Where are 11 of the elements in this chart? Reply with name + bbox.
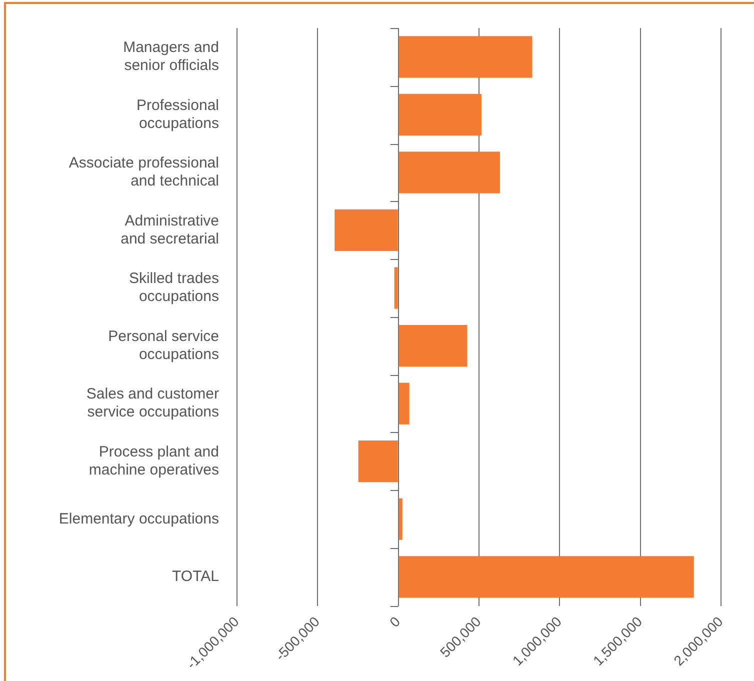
y-tick-label: Administrative and secretarial bbox=[120, 212, 219, 248]
x-tick-label: 0 bbox=[386, 613, 404, 630]
y-tick-label: Sales and customer service occupations bbox=[86, 386, 219, 421]
y-tick-label: TOTAL bbox=[172, 568, 219, 586]
y-tick-label: Skilled trades occupations bbox=[128, 270, 219, 306]
y-tick-label: Professional occupations bbox=[136, 96, 219, 132]
y-tick-label: Associate professional and technical bbox=[68, 154, 219, 190]
y-tick-label: Personal service occupations bbox=[108, 328, 219, 363]
y-tick-label: Process plant and machine operatives bbox=[88, 443, 219, 478]
y-tick-label: Elementary occupations bbox=[58, 510, 219, 528]
y-tick-label: Managers and senior officials bbox=[123, 39, 219, 74]
